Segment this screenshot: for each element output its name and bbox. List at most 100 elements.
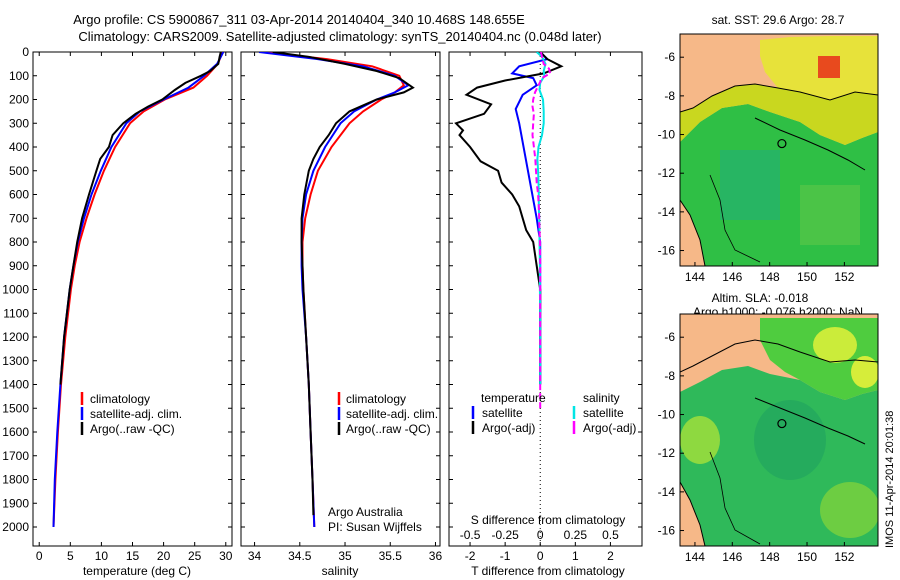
temperature-legend: climatology satellite-adj. clim. Argo(..… xyxy=(80,392,182,436)
salinity-xlabel: salinity xyxy=(322,564,359,578)
sla-argo-position-marker xyxy=(777,418,787,429)
y-tick-label: 0 xyxy=(22,45,29,59)
sla-x-ticks: 144 146 148 150 152 xyxy=(685,542,855,564)
legend-argo-label: Argo(..raw -QC) xyxy=(346,422,431,436)
salinity-annotation-pi: PI: Susan Wijffels xyxy=(328,520,422,534)
sst-australia-land xyxy=(680,199,706,266)
y-tick-label: 1700 xyxy=(2,449,29,463)
difference-lines xyxy=(454,52,564,409)
map-x-tick-label: 148 xyxy=(760,550,780,564)
map-y-tick-label: -14 xyxy=(658,485,676,499)
map-y-tick-label: -16 xyxy=(658,244,676,258)
series-line xyxy=(531,52,552,409)
map-x-tick-label: 150 xyxy=(797,270,817,284)
y-tick-label: 2000 xyxy=(2,520,29,534)
x-tick-label: 30 xyxy=(219,549,233,563)
title-line-1: Argo profile: CS 5900867_311 03-Apr-2014… xyxy=(73,12,525,27)
difference-y-ticks xyxy=(449,51,642,528)
salinity-x-ticks: 34 34.5 35 35.5 36 xyxy=(248,52,443,563)
legend-salinity-header: salinity xyxy=(583,391,620,405)
sla-reef-contour xyxy=(709,451,761,545)
temperature-plot-frame xyxy=(32,51,233,547)
sla-high-anomaly-sw xyxy=(680,416,720,464)
s-tick-label: -0.5 xyxy=(460,528,481,542)
s-tick-label: 0.5 xyxy=(602,528,619,542)
sla-y-ticks: -6 -8 -10 -12 -14 -16 xyxy=(658,330,684,538)
map-x-tick-label: 146 xyxy=(722,550,742,564)
map-y-tick-label: -16 xyxy=(658,524,676,538)
sst-reef-contour xyxy=(709,174,761,263)
y-tick-label: 1400 xyxy=(2,378,29,392)
t-difference-xlabel: T difference from climatology xyxy=(471,564,625,578)
depth-axis-ticks: 0 100 200 300 400 500 600 700 800 900 1000 1100 1200… xyxy=(2,45,232,534)
y-tick-label: 700 xyxy=(9,211,29,225)
s-difference-ticks: -0.5 -0.25 0 0.25 0.5 xyxy=(460,528,619,542)
sst-cool-patch-east xyxy=(800,185,860,245)
series-line xyxy=(272,52,415,516)
y-tick-label: 200 xyxy=(9,93,29,107)
y-tick-label: 1300 xyxy=(2,354,29,368)
map-x-tick-label: 150 xyxy=(797,550,817,564)
salinity-plot-frame xyxy=(240,51,441,547)
sla-high-anomaly-se xyxy=(820,482,878,538)
legend-climatology-label: climatology xyxy=(90,392,150,406)
sla-high-anomaly-east xyxy=(851,356,878,388)
x-tick-label: 35 xyxy=(338,549,352,563)
difference-plot-frame xyxy=(448,51,643,547)
x-tick-label: 36 xyxy=(429,549,443,563)
difference-x-ticks: -2 -1 0 1 2 xyxy=(465,52,614,563)
x-tick-label: -2 xyxy=(465,549,476,563)
y-tick-label: 400 xyxy=(9,140,29,154)
sst-map-title: sat. SST: 29.6 Argo: 28.7 xyxy=(712,13,845,27)
s-tick-label: 0 xyxy=(537,528,544,542)
legend-temperature-header: temperature xyxy=(481,391,546,405)
sst-png-coastline xyxy=(680,83,878,113)
legend-satellite-label: satellite-adj. clim. xyxy=(346,407,438,421)
sla-png-coastline xyxy=(680,339,878,373)
y-tick-label: 800 xyxy=(9,235,29,249)
map-y-tick-label: -6 xyxy=(664,50,675,64)
map-x-tick-label: 152 xyxy=(834,270,854,284)
s-tick-label: 0.25 xyxy=(564,528,588,542)
sst-map-area xyxy=(680,34,878,266)
salinity-y-ticks xyxy=(241,51,440,528)
legend-t-argo-label: Argo(-adj) xyxy=(482,421,535,435)
sla-map-frame xyxy=(679,313,879,547)
x-tick-label: 1 xyxy=(572,549,579,563)
series-line xyxy=(454,52,564,385)
sla-australia-land xyxy=(680,480,706,546)
sla-map-area xyxy=(680,314,878,546)
temperature-lines xyxy=(52,52,225,528)
y-tick-label: 600 xyxy=(9,188,29,202)
y-tick-label: 900 xyxy=(9,259,29,273)
x-tick-label: 20 xyxy=(157,549,171,563)
salinity-legend: climatology satellite-adj. clim. Argo(..… xyxy=(337,392,438,436)
legend-satellite-label: satellite-adj. clim. xyxy=(90,407,182,421)
map-x-tick-label: 148 xyxy=(760,270,780,284)
title-line-2: Climatology: CARS2009. Satellite-adjuste… xyxy=(78,29,601,44)
map-y-tick-label: -10 xyxy=(658,128,676,142)
legend-argo-label: Argo(..raw -QC) xyxy=(90,422,175,436)
sst-png-south-coast xyxy=(754,117,866,171)
sst-cool-patch xyxy=(720,150,780,220)
legend-s-argo-label: Argo(-adj) xyxy=(583,421,636,435)
legend-t-satellite-label: satellite xyxy=(482,406,523,420)
s-difference-label: S difference from climatology xyxy=(471,513,626,527)
x-tick-label: 15 xyxy=(126,549,140,563)
y-tick-label: 100 xyxy=(9,69,29,83)
map-x-tick-label: 146 xyxy=(722,270,742,284)
y-tick-label: 1500 xyxy=(2,401,29,415)
sla-low-anomaly xyxy=(754,400,826,480)
map-x-tick-label: 152 xyxy=(834,550,854,564)
x-tick-label: 34 xyxy=(248,549,262,563)
sst-warm-patch xyxy=(818,56,840,78)
y-tick-label: 1200 xyxy=(2,330,29,344)
sst-map-panel: sat. SST: 29.6 Argo: 28.7 144 146 148 150 15… xyxy=(658,13,879,284)
salinity-annotation-institution: Argo Australia xyxy=(328,505,403,519)
y-tick-label: 1800 xyxy=(2,473,29,487)
sst-y-ticks: -6 -8 -10 -12 -14 -16 xyxy=(658,50,684,258)
map-y-tick-label: -6 xyxy=(664,330,675,344)
x-tick-label: -1 xyxy=(500,549,511,563)
sst-x-ticks: 144 146 148 150 152 xyxy=(685,262,855,284)
sla-map-panel: Altim. SLA: -0.018 Argo h1000: -0.076 h2… xyxy=(658,291,879,564)
